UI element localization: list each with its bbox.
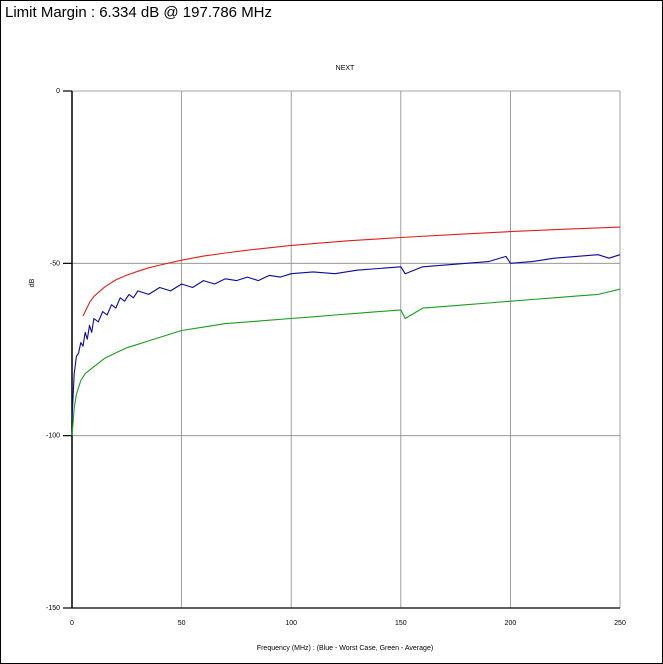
y-tick-label: 0 (56, 88, 60, 95)
x-tick-label: 100 (285, 620, 297, 627)
x-tick-label: 150 (395, 620, 407, 627)
chart-axes (63, 90, 620, 609)
worst-case-line (71, 254, 621, 419)
x-tick-label: 200 (505, 620, 517, 627)
average-line (71, 288, 621, 436)
x-tick-label: 250 (614, 620, 626, 627)
y-tick-label: -50 (50, 260, 60, 267)
y-tick-label: -100 (46, 433, 60, 440)
chart-tick-labels: 0 50 100 150 200 250 0 -50 -100 -150 (46, 88, 626, 627)
chart-grid (71, 90, 621, 609)
limit-margin-readout: Limit Margin : 6.334 dB @ 197.786 MHz (5, 4, 273, 21)
x-axis-label: Frequency (MHz) : (Blue - Worst Case, Gr… (257, 645, 433, 652)
chart-title: NEXT (336, 65, 355, 72)
x-tick-label: 50 (178, 620, 186, 627)
chart-series (71, 226, 621, 436)
y-tick-label: -150 (46, 605, 60, 612)
x-tick-label: 0 (70, 620, 74, 627)
limit-line (82, 226, 621, 317)
y-axis-label: dB (29, 278, 36, 287)
